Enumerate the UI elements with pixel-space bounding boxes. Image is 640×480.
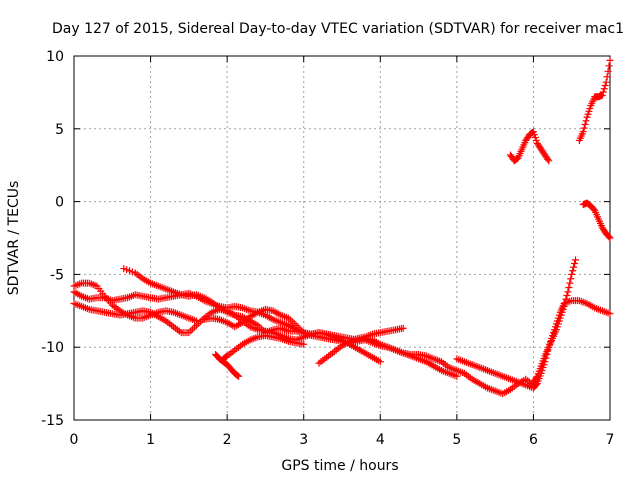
x-tick-labels: 0 1 2 3 4 5 6 7	[70, 432, 615, 448]
series-trace-8	[315, 324, 407, 367]
series-trace-3	[70, 279, 201, 325]
grid-lines	[74, 56, 610, 420]
data-point	[606, 234, 614, 242]
x-tick-label: 6	[529, 432, 538, 448]
y-tick-label: -15	[41, 413, 64, 429]
y-tick-label: 5	[55, 122, 64, 138]
data-point	[606, 56, 614, 64]
data-point	[603, 73, 611, 81]
data-point	[560, 302, 568, 310]
data-point	[602, 78, 610, 86]
axis-ticks	[73, 55, 611, 421]
data-point	[234, 372, 242, 380]
x-axis-label: GPS time / hours	[281, 458, 398, 474]
series-trace-12	[575, 56, 614, 144]
x-tick-label: 1	[146, 432, 155, 448]
data-point	[565, 284, 573, 292]
y-tick-labels: -15 -10 -5 0 5 10	[41, 49, 64, 429]
y-axis-label: SDTVAR / TECUs	[6, 181, 22, 296]
data-point	[570, 263, 578, 271]
data-point	[300, 340, 308, 348]
data-point	[399, 324, 407, 332]
data-point	[581, 120, 589, 128]
data-point	[376, 358, 384, 366]
data-point	[605, 62, 613, 70]
data-point	[193, 317, 201, 325]
data-point	[545, 157, 553, 165]
data-point	[563, 292, 571, 300]
data-point	[601, 81, 609, 89]
data-point	[532, 374, 540, 382]
data-series	[70, 56, 614, 398]
series-trace-13	[579, 199, 614, 242]
data-point	[561, 299, 569, 307]
y-tick-label: 0	[55, 195, 64, 211]
data-point	[572, 256, 580, 264]
y-tick-label: -10	[41, 340, 64, 356]
data-point	[544, 155, 552, 163]
data-point	[567, 275, 575, 283]
data-point	[235, 372, 243, 380]
series-trace-7	[219, 332, 308, 363]
data-point	[605, 233, 613, 241]
x-tick-label: 3	[299, 432, 308, 448]
plot-frame	[73, 55, 611, 421]
data-point	[599, 88, 607, 96]
chart-title: Day 127 of 2015, Sidereal Day-to-day VTE…	[52, 21, 624, 37]
y-tick-label: -5	[50, 267, 64, 283]
x-tick-label: 5	[452, 432, 461, 448]
data-point	[571, 259, 579, 267]
data-point	[569, 267, 577, 275]
x-tick-label: 7	[606, 432, 615, 448]
data-point	[582, 117, 590, 125]
data-point	[453, 372, 461, 380]
data-point	[568, 270, 576, 278]
data-point	[566, 279, 574, 287]
data-point	[300, 329, 308, 337]
data-point	[600, 85, 608, 93]
data-point	[606, 310, 614, 318]
x-tick-label: 0	[70, 432, 79, 448]
data-point	[562, 295, 570, 303]
data-point	[598, 91, 606, 99]
data-point	[564, 288, 572, 296]
series-trace-5	[200, 308, 308, 337]
series-trace-10	[529, 256, 580, 386]
x-tick-label: 4	[376, 432, 385, 448]
x-tick-label: 2	[223, 432, 232, 448]
data-point	[579, 128, 587, 136]
series-trace-11	[506, 128, 553, 165]
y-tick-label: 10	[46, 49, 64, 65]
data-point	[604, 67, 612, 75]
data-point	[580, 124, 588, 132]
